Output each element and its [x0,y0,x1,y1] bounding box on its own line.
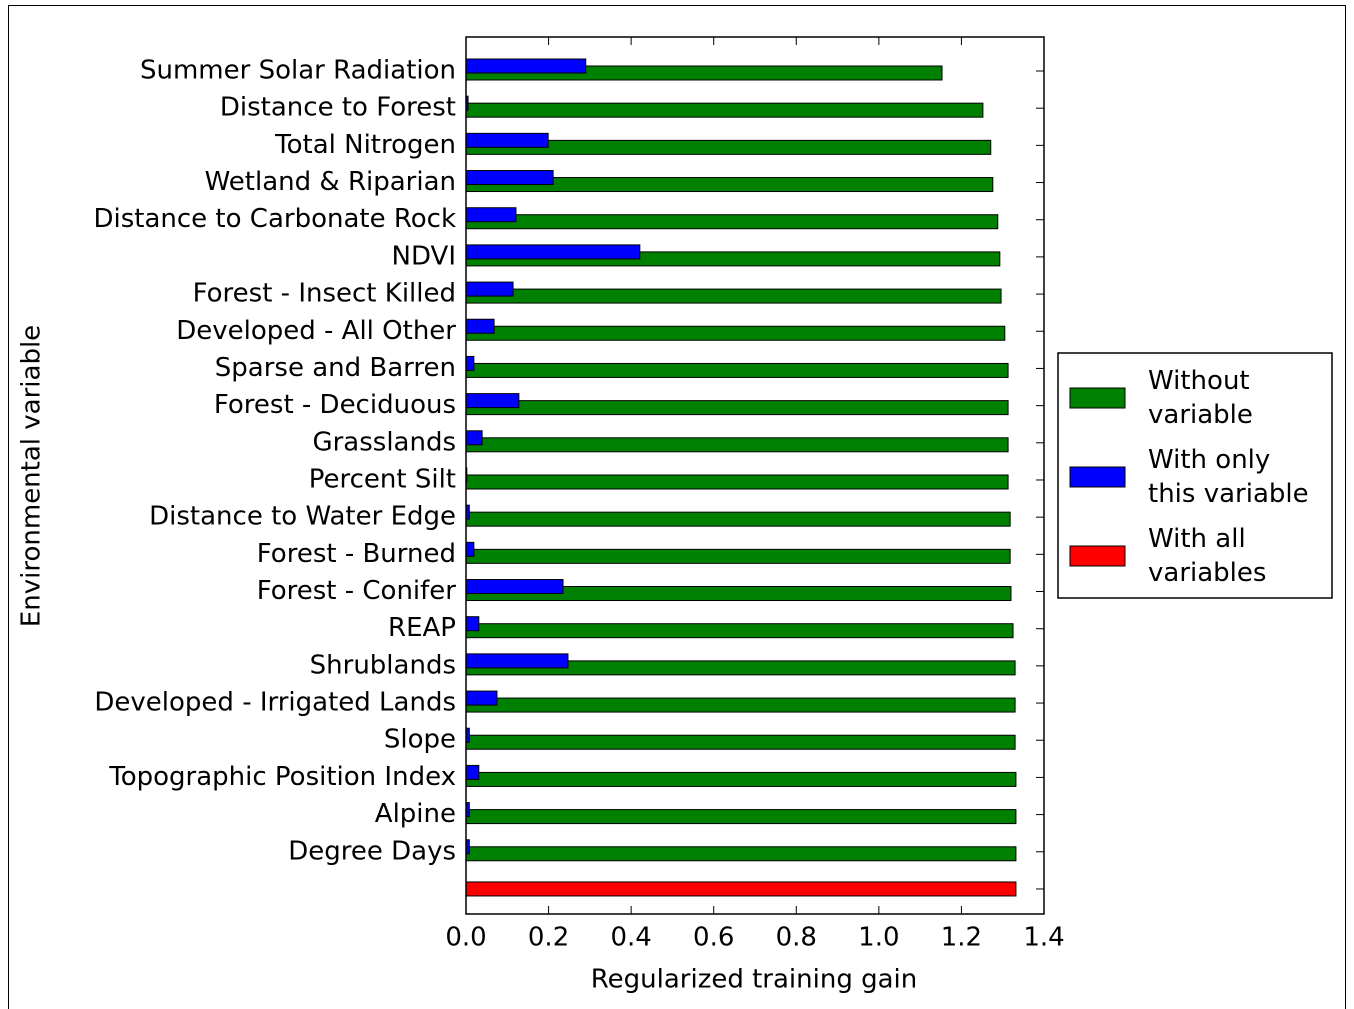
y-tick-label: Developed - All Other [176,316,456,346]
bar [465,623,1014,639]
y-tick-label: Grasslands [312,427,456,457]
x-tick-label: 0.4 [610,923,651,953]
bar [465,690,498,706]
x-tick-label: 0.0 [445,923,486,953]
legend-swatch [1069,466,1126,488]
y-tick-label: Wetland & Riparian [205,167,456,197]
bar [465,288,1002,304]
bar [465,325,1006,341]
bar [465,362,1009,378]
bar [465,771,1017,787]
y-tick-label: Distance to Carbonate Rock [93,204,456,234]
bar [465,437,1009,453]
y-tick-label: Developed - Irrigated Lands [94,688,456,718]
bar [465,653,569,669]
y-axis-label: Environmental variable [17,325,47,627]
bar [465,881,1017,897]
x-tick-label: 1.4 [1023,923,1064,953]
bar [465,548,1011,564]
y-tick-label: Summer Solar Radiation [140,56,456,86]
bar [465,809,1017,825]
y-tick-label: Forest - Insect Killed [193,279,456,309]
y-tick-label: Slope [384,725,456,755]
x-tick-label: 0.8 [776,923,817,953]
bar [465,616,480,632]
y-tick-label: Alpine [375,799,456,829]
bar [465,355,475,371]
bar [465,697,1016,713]
x-tick-label: 1.2 [941,923,982,953]
legend-label: With all variables [1148,524,1266,588]
bar [465,541,475,557]
y-tick-label: Distance to Water Edge [149,502,456,532]
y-tick-label: Degree Days [288,836,456,866]
y-tick-label: Shrublands [310,650,456,680]
y-tick-label: Sparse and Barren [215,353,456,383]
bar [465,132,549,148]
bar [465,400,1009,416]
bar [465,244,641,260]
bar [465,579,564,595]
bar [465,281,514,297]
bar [465,430,483,446]
x-axis-label: Regularized training gain [591,965,918,995]
legend-swatch [1069,545,1126,567]
plot-frame [465,36,1045,915]
bar [465,846,1017,862]
y-tick-label: Percent Silt [309,464,456,494]
y-tick-label: NDVI [392,241,456,271]
y-tick-label: Total Nitrogen [274,130,456,160]
bar [465,102,984,118]
bar [465,474,1009,490]
bar [465,207,517,223]
x-tick-label: 0.6 [693,923,734,953]
bar [465,764,480,780]
y-tick-label: Distance to Forest [220,93,456,123]
bar [465,58,587,74]
bar [465,170,554,186]
legend-label: With only this variable [1148,445,1309,509]
y-tick-label: Forest - Conifer [257,576,457,606]
y-tick-label: REAP [388,613,456,643]
bar [465,734,1016,750]
bar [465,318,495,334]
x-tick-label: 0.2 [528,923,569,953]
bar [465,511,1011,527]
bar [465,393,520,409]
frame [8,5,1346,1009]
y-tick-label: Forest - Deciduous [214,390,456,420]
y-tick-label: Topographic Position Index [108,762,456,792]
y-tick-label: Forest - Burned [257,539,456,569]
legend-label: Without variable [1148,366,1253,430]
legend-swatch [1069,387,1126,409]
bar [465,214,999,230]
x-tick-label: 1.0 [858,923,899,953]
